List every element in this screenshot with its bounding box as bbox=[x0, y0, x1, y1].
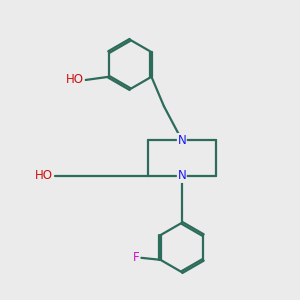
Text: HO: HO bbox=[34, 169, 52, 182]
Text: N: N bbox=[178, 134, 186, 147]
Text: N: N bbox=[178, 169, 186, 182]
Text: HO: HO bbox=[66, 74, 84, 86]
Text: F: F bbox=[133, 251, 140, 264]
